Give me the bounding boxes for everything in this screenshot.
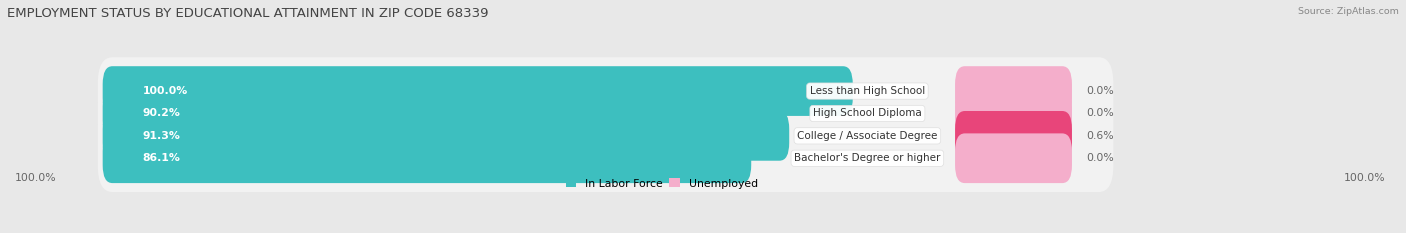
FancyBboxPatch shape — [955, 66, 1071, 116]
Text: 86.1%: 86.1% — [143, 153, 181, 163]
Text: College / Associate Degree: College / Associate Degree — [797, 131, 938, 141]
FancyBboxPatch shape — [955, 111, 1071, 161]
FancyBboxPatch shape — [955, 89, 1071, 138]
FancyBboxPatch shape — [98, 124, 1114, 192]
FancyBboxPatch shape — [98, 80, 1114, 147]
FancyBboxPatch shape — [98, 102, 1114, 170]
FancyBboxPatch shape — [98, 57, 1114, 125]
Text: 90.2%: 90.2% — [143, 108, 181, 118]
Legend: In Labor Force, Unemployed: In Labor Force, Unemployed — [565, 178, 758, 188]
Text: Source: ZipAtlas.com: Source: ZipAtlas.com — [1298, 7, 1399, 16]
FancyBboxPatch shape — [955, 133, 1071, 183]
Text: 0.0%: 0.0% — [1087, 86, 1115, 96]
FancyBboxPatch shape — [103, 133, 751, 183]
Text: 0.0%: 0.0% — [1087, 108, 1115, 118]
Text: Less than High School: Less than High School — [810, 86, 925, 96]
Text: Bachelor's Degree or higher: Bachelor's Degree or higher — [794, 153, 941, 163]
Text: 100.0%: 100.0% — [143, 86, 188, 96]
FancyBboxPatch shape — [103, 66, 853, 116]
Text: 0.0%: 0.0% — [1087, 153, 1115, 163]
FancyBboxPatch shape — [103, 89, 782, 138]
Text: 100.0%: 100.0% — [15, 174, 56, 183]
Text: 0.6%: 0.6% — [1087, 131, 1114, 141]
Text: 91.3%: 91.3% — [143, 131, 181, 141]
Text: 100.0%: 100.0% — [1343, 174, 1385, 183]
FancyBboxPatch shape — [103, 111, 789, 161]
Text: EMPLOYMENT STATUS BY EDUCATIONAL ATTAINMENT IN ZIP CODE 68339: EMPLOYMENT STATUS BY EDUCATIONAL ATTAINM… — [7, 7, 488, 20]
Text: High School Diploma: High School Diploma — [813, 108, 922, 118]
